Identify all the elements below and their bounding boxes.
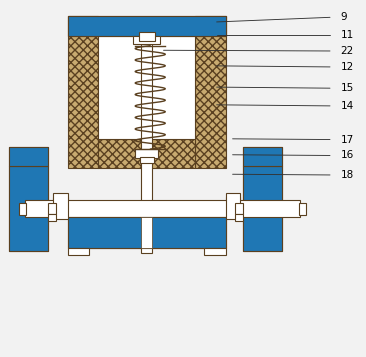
Bar (225, 193, 240, 219)
Bar (235, 214, 243, 221)
Bar (243, 147, 282, 166)
Text: 14: 14 (341, 101, 354, 111)
Bar (19, 203, 26, 215)
Text: 9: 9 (341, 12, 347, 22)
Bar (10, 147, 48, 166)
Bar (243, 166, 282, 251)
Bar (68, 217, 225, 247)
Bar (10, 166, 48, 251)
Bar (235, 203, 243, 214)
Text: 15: 15 (341, 83, 354, 93)
Bar (10, 166, 48, 251)
Bar (141, 34, 152, 253)
Text: 22: 22 (341, 46, 354, 56)
Bar (53, 197, 68, 216)
Bar (10, 147, 48, 166)
Bar (139, 157, 154, 163)
Text: 18: 18 (341, 170, 354, 180)
Bar (68, 217, 225, 247)
Bar (98, 139, 195, 168)
Bar (299, 203, 306, 215)
Bar (68, 16, 225, 36)
Bar (48, 203, 56, 214)
Bar (53, 193, 68, 219)
Bar (68, 247, 89, 255)
Bar (139, 32, 155, 41)
Bar (25, 201, 300, 217)
Bar (68, 16, 98, 168)
Bar (141, 217, 152, 247)
Bar (243, 166, 282, 251)
Text: 12: 12 (341, 62, 354, 72)
Bar (243, 147, 282, 166)
Bar (48, 214, 56, 221)
Bar (134, 36, 160, 44)
Bar (204, 247, 225, 255)
Bar (135, 149, 158, 158)
Bar (195, 16, 225, 168)
Bar (98, 36, 195, 139)
Bar (225, 197, 240, 216)
Text: 17: 17 (341, 135, 354, 145)
Text: 11: 11 (341, 30, 354, 40)
Bar (68, 16, 225, 36)
Text: 16: 16 (341, 151, 354, 161)
